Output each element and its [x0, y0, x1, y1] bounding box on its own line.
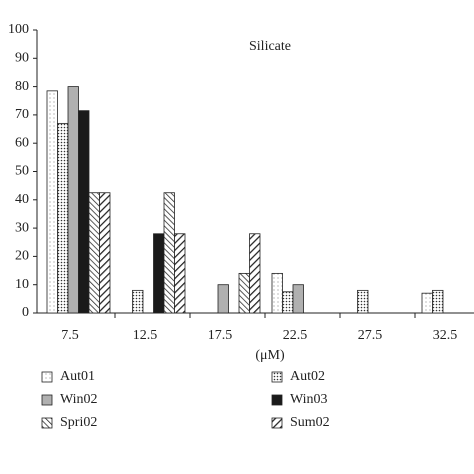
x-tick-label: 7.5	[61, 328, 79, 343]
y-tick-label: 0	[22, 305, 29, 320]
x-tick-label: 17.5	[208, 328, 233, 343]
legend-label: Spri02	[60, 415, 97, 430]
x-tick-label: 12.5	[133, 328, 158, 343]
bar	[153, 233, 165, 314]
bar	[217, 284, 229, 314]
legend-label: Aut02	[290, 369, 325, 384]
legend-swatch	[271, 394, 283, 406]
bar	[249, 233, 261, 314]
x-tick-label: 27.5	[358, 328, 383, 343]
bar	[46, 90, 58, 314]
legend-label: Win03	[290, 392, 328, 407]
bar	[357, 289, 369, 314]
y-tick-label: 60	[15, 135, 29, 150]
legend-label: Aut01	[60, 369, 95, 384]
y-tick-label: 70	[15, 107, 29, 122]
bar	[238, 272, 250, 314]
legend-swatch	[41, 417, 53, 429]
legend-swatch	[41, 371, 53, 383]
x-tick-label: 32.5	[433, 328, 458, 343]
bar	[57, 122, 69, 314]
legend-swatch	[41, 394, 53, 406]
y-tick-label: 10	[15, 277, 29, 292]
bar	[78, 110, 90, 314]
y-tick-label: 50	[15, 164, 29, 179]
legend-swatch	[271, 371, 283, 383]
bar	[99, 192, 111, 314]
bar	[88, 192, 100, 314]
bar	[67, 86, 79, 314]
bar	[432, 289, 444, 314]
y-tick-label: 20	[15, 249, 29, 264]
bar	[163, 192, 175, 314]
x-axis-label: (μM)	[255, 348, 285, 363]
bar	[174, 233, 186, 314]
y-tick-label: 90	[15, 51, 29, 66]
bar	[282, 291, 294, 314]
bar	[292, 284, 304, 314]
y-tick-label: 30	[15, 220, 29, 235]
legend-label: Sum02	[290, 415, 330, 430]
annotation: Silicate	[249, 39, 291, 54]
legend-swatch	[271, 417, 283, 429]
x-tick-label: 22.5	[283, 328, 308, 343]
y-tick-label: 40	[15, 192, 29, 207]
bar	[421, 292, 433, 314]
bar	[271, 272, 283, 314]
y-tick-label: 100	[8, 22, 29, 37]
legend-label: Win02	[60, 392, 98, 407]
bar	[132, 289, 144, 314]
y-tick-label: 80	[15, 79, 29, 94]
